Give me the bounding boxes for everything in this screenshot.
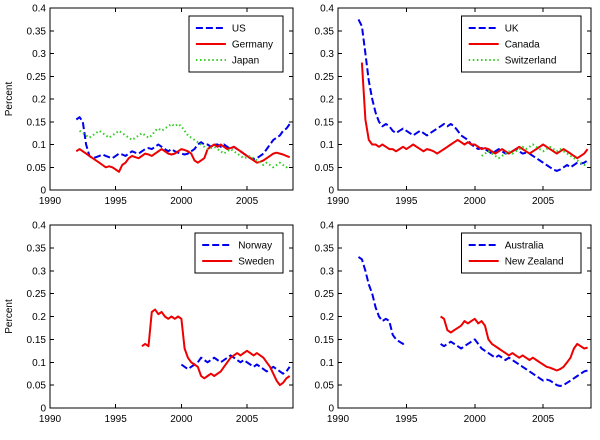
x-tick-label: 1995 <box>395 414 418 425</box>
y-tick-label: 0.1 <box>320 140 334 151</box>
legend-label: US <box>232 24 246 35</box>
legend: US Germany Japan <box>188 15 284 73</box>
panel-bottom-right: 0 0.05 0.1 0.15 0.2 0.25 0.3 0.35 0.4 1990 1995 200… <box>300 217 600 435</box>
y-tick-label: 0.35 <box>315 243 335 254</box>
legend: Australia New Zealand <box>461 232 582 274</box>
x-tick-label: 1990 <box>39 414 62 425</box>
legend-label: Australia <box>505 241 544 252</box>
x-tick-label: 2005 <box>236 196 259 207</box>
y-tick-label: 0.1 <box>32 358 46 369</box>
series-switzerland <box>481 143 589 166</box>
y-tick-label: 0.2 <box>32 95 46 106</box>
y-tick-label: 0.35 <box>27 243 47 254</box>
y-tick-label: 0.05 <box>315 163 335 174</box>
y-tick-label: 0.15 <box>27 117 47 128</box>
y-tick-label: 0.15 <box>315 117 335 128</box>
x-tick-label: 1995 <box>105 414 128 425</box>
chart-top-right: 0 0.05 0.1 0.15 0.2 0.25 0.3 0.35 0.4 1990 1995 200… <box>315 4 592 207</box>
chart-bottom-right: 0 0.05 0.1 0.15 0.2 0.25 0.3 0.35 0.4 1990 1995 200… <box>315 221 592 425</box>
y-tick-label: 0.05 <box>27 163 47 174</box>
panel-top-left: 0 0.05 0.1 0.15 0.2 0.25 0.3 0.35 0.4 1990 1995 200… <box>0 0 300 217</box>
legend-box <box>461 232 582 274</box>
y-tick-label: 0.3 <box>320 266 334 277</box>
y-tick-label: 0 <box>328 186 334 197</box>
y-tick-label: 0.25 <box>315 289 335 300</box>
legend-label: Germany <box>232 40 273 51</box>
panel-top-right: 0 0.05 0.1 0.15 0.2 0.25 0.3 0.35 0.4 1990 1995 200… <box>300 0 600 217</box>
y-tick-label: 0.1 <box>320 358 334 369</box>
x-tick-label: 2000 <box>464 196 487 207</box>
series-uk <box>357 18 589 172</box>
legend-label: Canada <box>505 40 540 51</box>
y-axis-label: Percent <box>4 299 15 334</box>
x-tick-label: 1995 <box>395 196 418 207</box>
y-tick-label: 0.35 <box>315 26 335 37</box>
y-tick-label: 0.05 <box>315 381 335 392</box>
legend-label: UK <box>505 24 519 35</box>
y-tick-label: 0.2 <box>320 312 334 323</box>
y-tick-label: 0.25 <box>315 72 335 83</box>
x-tick-label: 2005 <box>532 414 555 425</box>
y-tick-label: 0.1 <box>32 140 46 151</box>
y-tick-label: 0.4 <box>320 221 334 232</box>
x-tick-label: 2000 <box>464 414 487 425</box>
y-tick-label: 0 <box>40 186 46 197</box>
legend-label: New Zealand <box>505 257 564 268</box>
legend-label: Japan <box>232 56 259 67</box>
y-tick-label: 0 <box>328 404 334 415</box>
panel-bottom-left: 0 0.05 0.1 0.15 0.2 0.25 0.3 0.35 0.4 1990 1995 200… <box>0 217 300 435</box>
series-sweden <box>141 308 291 387</box>
y-tick-label: 0.3 <box>32 49 46 60</box>
x-tick-label: 1990 <box>327 196 350 207</box>
series-germany <box>75 143 291 173</box>
y-tick-label: 0.4 <box>32 221 46 232</box>
y-tick-label: 0.4 <box>32 4 46 15</box>
y-tick-label: 0.15 <box>27 335 47 346</box>
y-tick-label: 0.2 <box>320 95 334 106</box>
y-axis-label: Percent <box>4 82 15 117</box>
y-tick-label: 0.3 <box>320 49 334 60</box>
x-tick-label: 2005 <box>532 196 555 207</box>
series-us <box>75 116 291 161</box>
y-tick-label: 0.15 <box>315 335 335 346</box>
x-tick-label: 2005 <box>236 414 259 425</box>
series-australia <box>357 256 588 387</box>
chart-bottom-left: 0 0.05 0.1 0.15 0.2 0.25 0.3 0.35 0.4 1990 1995 200… <box>4 221 294 425</box>
chart-top-left: 0 0.05 0.1 0.15 0.2 0.25 0.3 0.35 0.4 1990 1995 200… <box>4 4 294 207</box>
series-canada <box>360 62 589 160</box>
x-tick-label: 1995 <box>105 196 128 207</box>
x-tick-label: 1990 <box>39 196 62 207</box>
y-tick-label: 0.25 <box>27 289 47 300</box>
y-tick-label: 0.4 <box>320 4 334 15</box>
y-tick-label: 0.25 <box>27 72 47 83</box>
y-tick-label: 0.2 <box>32 312 46 323</box>
y-tick-label: 0.05 <box>27 381 47 392</box>
series-new-zealand <box>440 315 588 372</box>
x-tick-label: 1990 <box>327 414 350 425</box>
x-tick-label: 2000 <box>170 414 193 425</box>
legend-label: Norway <box>238 241 272 252</box>
y-tick-label: 0.3 <box>32 266 46 277</box>
y-tick-label: 0.35 <box>27 26 47 37</box>
y-tick-label: 0 <box>40 404 46 415</box>
x-tick-label: 2000 <box>170 196 193 207</box>
legend-label: Sweden <box>238 257 274 268</box>
legend-label: Switzerland <box>505 56 557 67</box>
legend: Norway Sweden <box>194 232 284 274</box>
legend: UK Canada Switzerland <box>461 15 582 73</box>
legend-box <box>194 232 284 274</box>
